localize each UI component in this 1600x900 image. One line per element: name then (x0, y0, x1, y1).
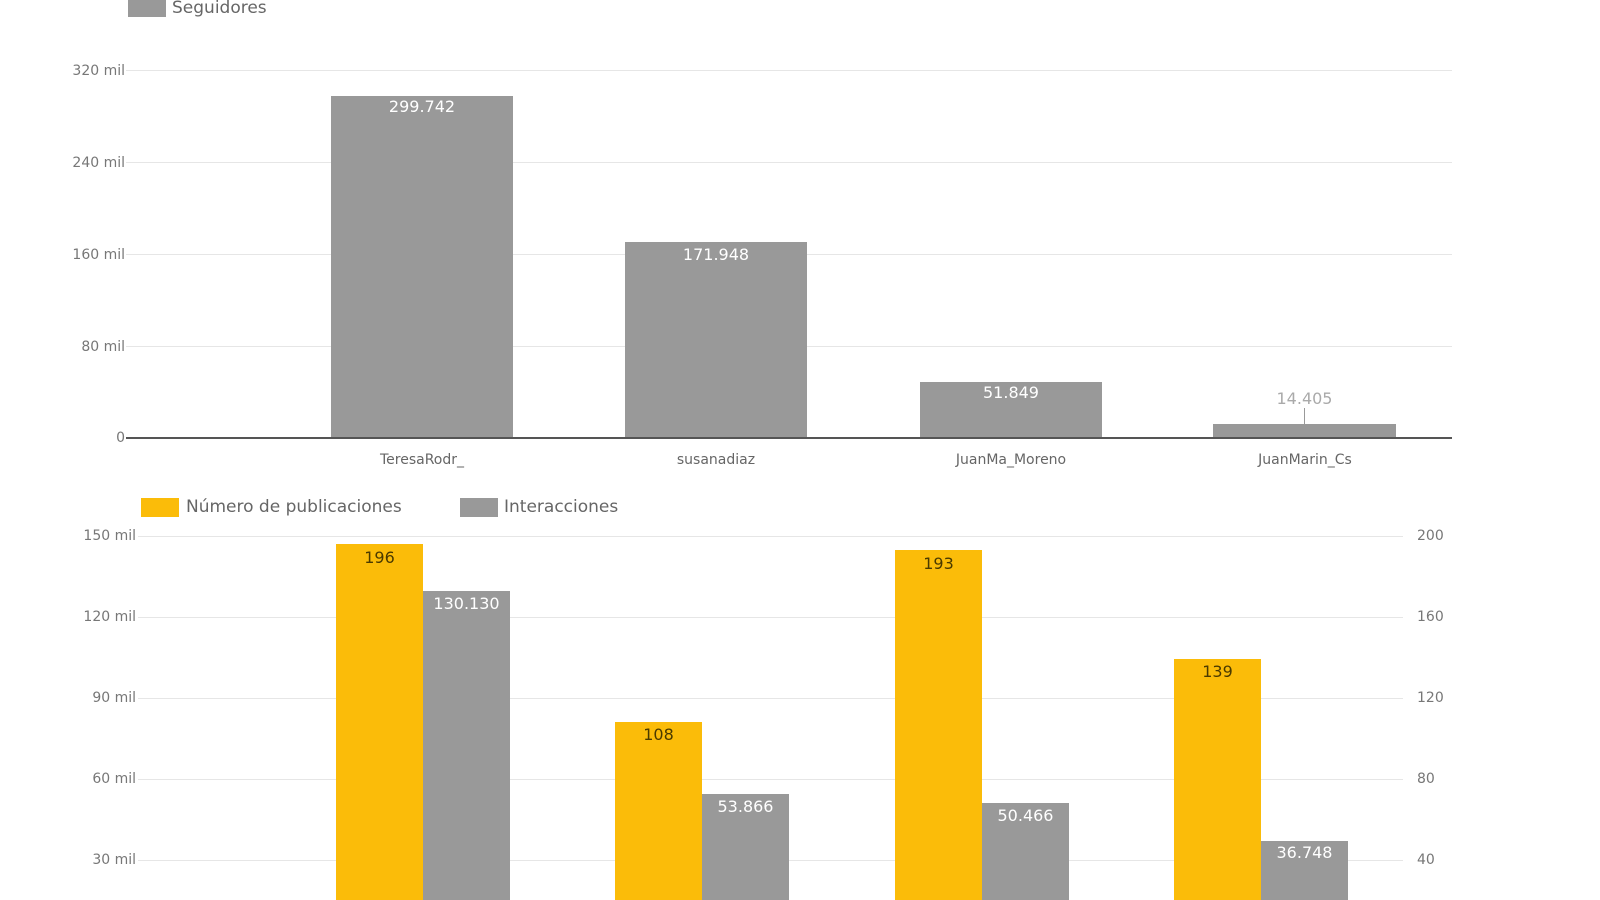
value-label: 139 (1202, 662, 1233, 681)
y-tick-right: 200 (1417, 528, 1444, 544)
bar-seguidores[interactable] (625, 242, 807, 437)
y-tick-right: 40 (1417, 852, 1435, 868)
legend-label-publicaciones: Número de publicaciones (186, 497, 402, 517)
x-axis-baseline (126, 437, 1452, 439)
bar-seguidores[interactable] (1213, 424, 1396, 437)
y-tick: 320 mil (72, 63, 125, 79)
y-tick-right: 80 (1417, 771, 1435, 787)
gridline (138, 698, 1403, 699)
bar-seguidores[interactable] (920, 382, 1102, 437)
value-label: 36.748 (1276, 843, 1333, 862)
value-label: 14.405 (1276, 389, 1333, 408)
gridline (138, 779, 1403, 780)
value-label: 193 (923, 554, 954, 573)
legend-label-seguidores: Seguidores (172, 0, 267, 18)
bar-publicaciones[interactable] (895, 550, 982, 900)
y-tick-left: 120 mil (83, 609, 136, 625)
legend-swatch-publicaciones (141, 498, 179, 517)
legend-label-interacciones: Interacciones (504, 497, 619, 517)
x-tick-label: susanadiaz (676, 452, 756, 468)
y-tick: 80 mil (81, 339, 125, 355)
value-label: 108 (643, 725, 674, 744)
bar-interacciones[interactable] (982, 803, 1069, 900)
y-tick: 240 mil (72, 155, 125, 171)
value-label: 130.130 (433, 594, 500, 613)
legend-swatch-seguidores (128, 0, 166, 17)
y-tick-left: 30 mil (92, 852, 136, 868)
y-tick-right: 160 (1417, 609, 1444, 625)
gridline (126, 70, 1452, 71)
value-label: 171.948 (682, 245, 750, 264)
bar-publicaciones[interactable] (1174, 659, 1261, 900)
value-label: 50.466 (997, 806, 1054, 825)
bar-publicaciones[interactable] (615, 722, 702, 900)
y-tick: 0 (116, 430, 125, 446)
bar-interacciones[interactable] (702, 794, 789, 900)
y-tick-left: 90 mil (92, 690, 136, 706)
y-tick-right: 120 (1417, 690, 1444, 706)
label-leader-line (1304, 408, 1305, 424)
x-tick-label: JuanMa_Moreno (955, 452, 1067, 468)
y-tick-left: 60 mil (92, 771, 136, 787)
value-label: 299.742 (388, 97, 456, 116)
x-tick-label: TeresaRodr_ (379, 452, 465, 468)
bar-interacciones[interactable] (1261, 841, 1348, 900)
value-label: 53.866 (717, 797, 774, 816)
gridline (126, 162, 1452, 163)
legend-swatch-interacciones (460, 498, 498, 517)
bar-seguidores[interactable] (331, 96, 513, 437)
bar-interacciones[interactable] (423, 591, 510, 900)
gridline (138, 617, 1403, 618)
gridline (138, 536, 1403, 537)
x-tick-label: JuanMarin_Cs (1258, 452, 1352, 468)
y-tick: 160 mil (72, 247, 125, 263)
bar-publicaciones[interactable] (336, 544, 423, 900)
value-label: 51.849 (983, 383, 1039, 402)
y-tick-left: 150 mil (83, 528, 136, 544)
value-label: 196 (364, 548, 395, 567)
